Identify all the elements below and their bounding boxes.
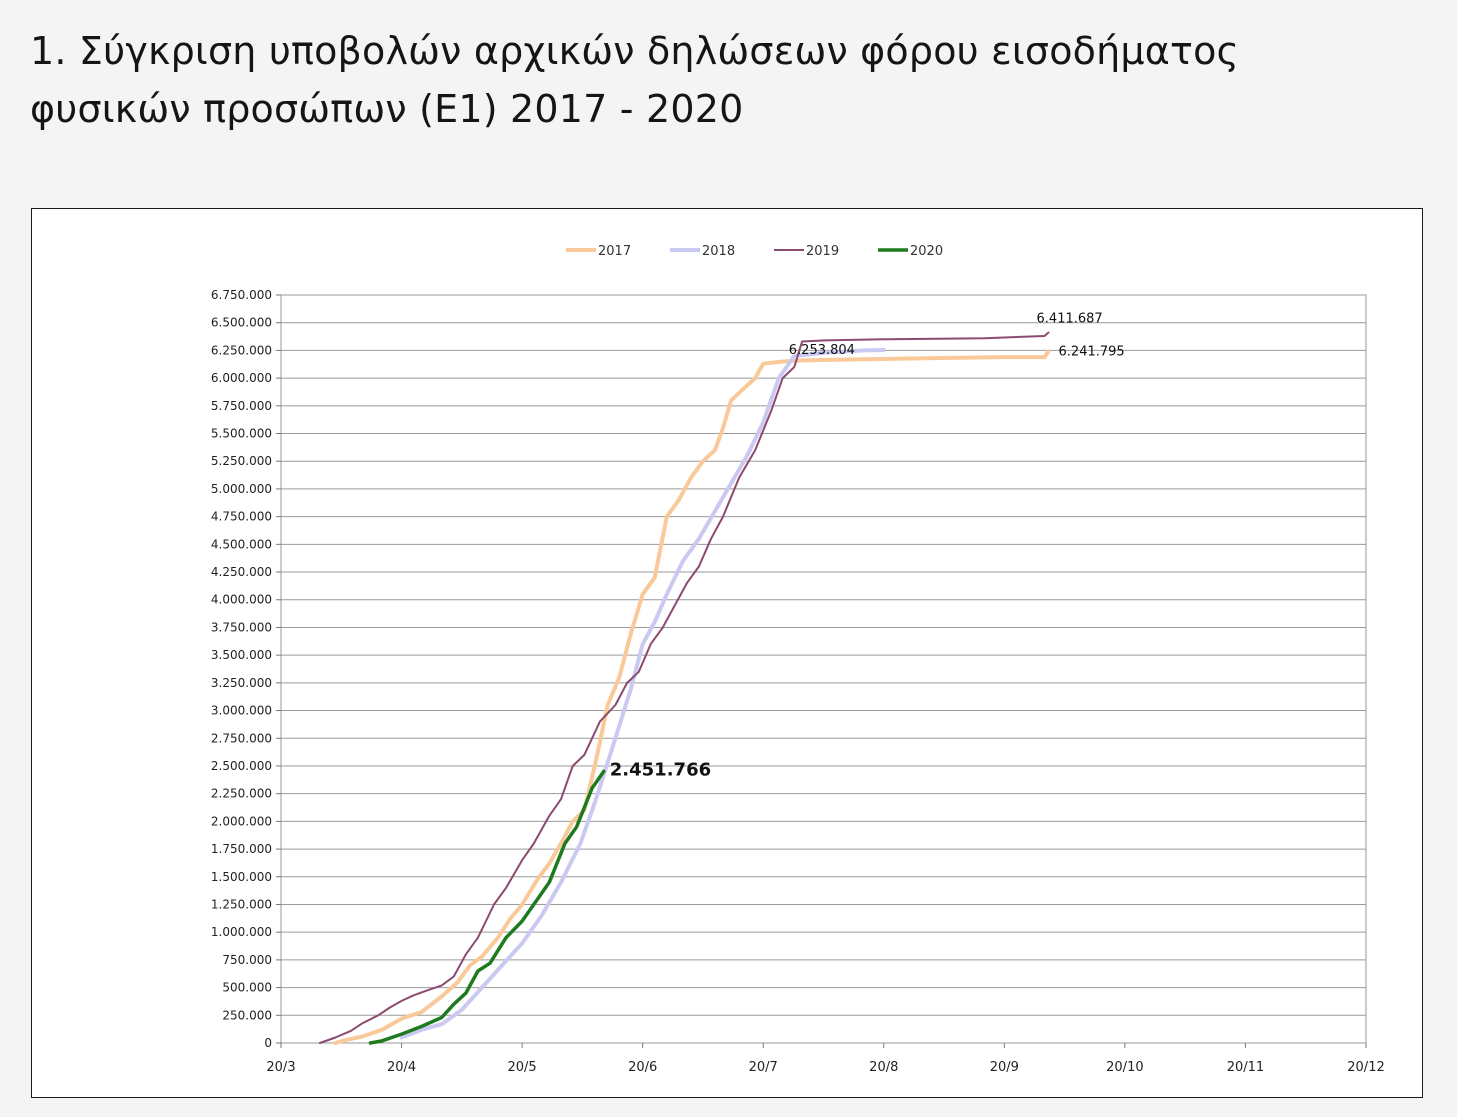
plot-area: [280, 294, 1367, 1044]
data-label-2018: 6.253.804: [789, 343, 855, 358]
x-tick-label: 20/11: [1227, 1060, 1264, 1075]
y-tick-label: 5.250.000: [211, 454, 272, 468]
x-tick-label: 20/8: [869, 1060, 898, 1075]
page-title: 1. Σύγκριση υποβολών αρχικών δηλώσεων φό…: [30, 29, 1240, 131]
y-tick-label: 4.250.000: [211, 565, 272, 579]
y-tick-label: 6.500.000: [211, 316, 272, 330]
annotation-layer: 6.411.687 6.253.804 6.241.795 2.451.766: [610, 311, 1125, 780]
y-tick-label: 3.750.000: [211, 620, 272, 634]
y-tick-label: 4.000.000: [211, 593, 272, 607]
y-tick-label: 2.500.000: [211, 759, 272, 773]
line-chart: 0 250.000 500.000 750.000 1.000.000 1.250.000…: [211, 244, 1385, 1075]
x-tick-label: 20/12: [1347, 1060, 1384, 1075]
y-tick-label: 1.750.000: [211, 842, 272, 856]
y-tick-label: 6.000.000: [211, 371, 272, 385]
y-tick-label: 4.500.000: [211, 537, 272, 551]
legend-label-2017: 2017: [598, 244, 631, 259]
axis-layer: 0 250.000 500.000 750.000 1.000.000 1.250.000…: [211, 288, 1385, 1075]
y-tick-label: 5.500.000: [211, 427, 272, 441]
y-tick-label: 3.250.000: [211, 676, 272, 690]
y-tick-label: 6.250.000: [211, 343, 272, 357]
y-tick-label: 0: [264, 1036, 272, 1050]
data-label-2019: 6.411.687: [1037, 311, 1103, 326]
x-tick-label: 20/9: [990, 1060, 1019, 1075]
legend-label-2018: 2018: [702, 244, 735, 259]
y-tick-label: 250.000: [222, 1008, 272, 1022]
y-tick-label: 750.000: [222, 953, 272, 967]
x-tick-label: 20/3: [266, 1060, 295, 1075]
grid-layer: [280, 294, 1367, 1044]
series-line-2018: [399, 348, 886, 1040]
x-tick-label: 20/4: [387, 1060, 416, 1075]
y-tick-label: 1.500.000: [211, 870, 272, 884]
y-tick-label: 5.000.000: [211, 482, 272, 496]
x-tick-label: 20/5: [508, 1060, 537, 1075]
y-tick-label: 2.750.000: [211, 731, 272, 745]
y-tick-label: 2.000.000: [211, 814, 272, 828]
series-line-2020: [368, 769, 606, 1045]
legend-label-2019: 2019: [806, 244, 839, 259]
y-tick-label: 4.750.000: [211, 510, 272, 524]
data-label-2017: 6.241.795: [1059, 344, 1125, 359]
y-tick-label: 500.000: [222, 981, 272, 995]
y-tick-label: 3.500.000: [211, 648, 272, 662]
x-tick-label: 20/6: [628, 1060, 657, 1075]
legend: 2017 2018 2019 2020: [566, 244, 943, 259]
y-tick-label: 1.250.000: [211, 897, 272, 911]
x-tick-label: 20/7: [749, 1060, 778, 1075]
y-tick-label: 3.000.000: [211, 704, 272, 718]
y-tick-label: 5.750.000: [211, 399, 272, 413]
y-tick-label: 2.250.000: [211, 787, 272, 801]
y-tick-label: 6.750.000: [211, 288, 272, 302]
data-label-2020: 2.451.766: [610, 759, 711, 780]
y-tick-label: 1.000.000: [211, 925, 272, 939]
series-line-2017: [333, 349, 1051, 1045]
series-line-2019: [318, 331, 1050, 1044]
chart-container: 0 250.000 500.000 750.000 1.000.000 1.250.000…: [31, 208, 1423, 1098]
series-layer: [318, 331, 1051, 1045]
x-tick-label: 20/10: [1106, 1060, 1143, 1075]
legend-label-2020: 2020: [910, 244, 943, 259]
